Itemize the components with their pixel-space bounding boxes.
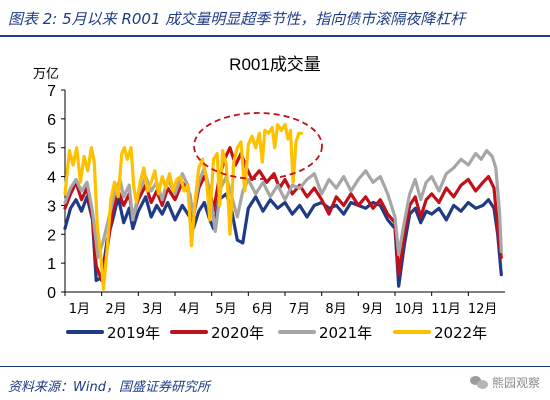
x-tick-label: 3月 xyxy=(142,302,163,317)
series-line xyxy=(63,123,304,291)
x-tick-label: 4月 xyxy=(179,302,200,317)
y-unit-label: 万亿 xyxy=(33,67,59,82)
x-tick-label: 11月 xyxy=(431,302,461,317)
y-tick-label: 0 xyxy=(47,285,56,302)
y-tick-label: 4 xyxy=(47,170,56,187)
y-tick-label: 5 xyxy=(47,141,56,158)
series-line xyxy=(63,192,503,288)
y-tick-label: 2 xyxy=(47,227,56,244)
legend-label: 2019年 xyxy=(107,324,160,342)
x-tick-label: 10月 xyxy=(395,302,425,317)
chart-title: R001成交量 xyxy=(229,55,321,74)
legend: 2019年 2020年 2021年 2022年 xyxy=(66,324,487,342)
line-chart: R001成交量 万亿 0 1 2 3 4 5 6 7 1月 2月 3月 4月 5月 6月 7月 8月 9月 10月… xyxy=(33,55,505,342)
x-tick-label: 7月 xyxy=(289,302,310,317)
watermark-text: 熊园观察 xyxy=(491,375,540,390)
legend-label: 2021年 xyxy=(319,324,372,342)
x-tick-label: 9月 xyxy=(362,302,383,317)
x-tick-label: 5月 xyxy=(215,302,236,317)
y-tick-label: 1 xyxy=(47,256,56,273)
axes: 0 1 2 3 4 5 6 7 1月 2月 3月 4月 5月 6月 7月 8月 9月 10月 11月 12月 xyxy=(47,83,505,317)
x-tick-label: 2月 xyxy=(105,302,126,317)
figure-title-bar: 图表 2: 5月以来 R001 成交量明显超季节性，指向债市滚隔夜降杠杆 xyxy=(0,0,550,37)
watermark: 熊园观察 xyxy=(469,371,540,393)
source-rule xyxy=(0,366,550,367)
x-tick-label: 8月 xyxy=(325,302,346,317)
y-tick-label: 6 xyxy=(47,112,56,129)
figure-title: 图表 2: 5月以来 R001 成交量明显超季节性，指向债市滚隔夜降杠杆 xyxy=(8,10,466,28)
y-tick-label: 7 xyxy=(47,83,56,100)
y-tick-label: 3 xyxy=(47,198,56,215)
series-line xyxy=(63,149,503,259)
x-tick-label: 12月 xyxy=(468,302,498,317)
x-tick-label: 1月 xyxy=(69,302,90,317)
x-tick-label: 6月 xyxy=(252,302,273,317)
title-rule xyxy=(0,35,550,37)
highlight-ellipse xyxy=(193,112,323,180)
wechat-icon xyxy=(469,375,488,389)
series-lines xyxy=(63,123,503,291)
source-bar: 资料来源：Wind，国盛证券研究所 xyxy=(0,366,550,400)
legend-label: 2022年 xyxy=(434,324,487,342)
source-text: 资料来源：Wind，国盛证券研究所 xyxy=(8,380,210,395)
legend-label: 2020年 xyxy=(211,324,264,342)
